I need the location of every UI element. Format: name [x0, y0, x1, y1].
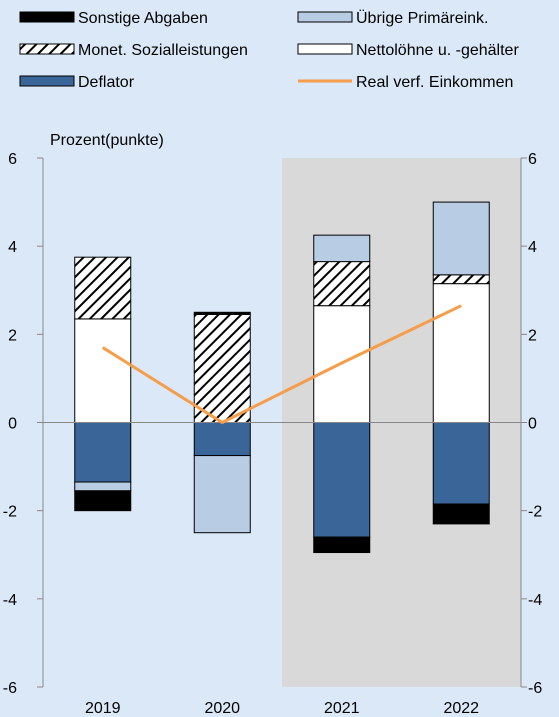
bar-sonstige_abgaben-2021 — [313, 536, 371, 554]
y-tick-label-left: -2 — [3, 504, 17, 521]
y-tick-label-left: 0 — [8, 416, 17, 433]
bar-uebrige_primaereink-2020 — [193, 455, 251, 534]
bar-monet_sozialleistungen-2019 — [74, 256, 132, 320]
legend-item-uebrige_primaereink: Übrige Primäreink. — [297, 9, 488, 27]
y-tick-label-left: -4 — [3, 592, 17, 609]
y-tick-label-right: -2 — [528, 504, 542, 521]
legend: Sonstige Abgaben Übrige Primäreink. Monet.… — [19, 9, 519, 91]
legend-label-uebrige_primaereink: Übrige Primäreink. — [356, 9, 488, 27]
series-line-real_verf_einkommen — [101, 304, 462, 425]
legend-swatch-monet_sozialleistungen — [19, 43, 75, 55]
bar-deflator-2021 — [313, 422, 371, 538]
legend-swatch-nettoloehne — [297, 43, 353, 55]
y-tick-label-left: -6 — [3, 680, 17, 697]
bar-nettoloehne-2019 — [74, 318, 132, 424]
legend-item-deflator: Deflator — [19, 74, 135, 91]
y-tick-label-right: 4 — [528, 239, 537, 256]
legend-label-monet_sozialleistungen: Monet. Sozialleistungen — [78, 42, 248, 59]
legend-swatch-sonstige_abgaben — [19, 11, 75, 23]
legend-swatch-uebrige_primaereink — [297, 11, 353, 23]
legend-item-sonstige_abgaben: Sonstige Abgaben — [19, 10, 208, 27]
bar-deflator-2022 — [432, 422, 490, 505]
bar-monet_sozialleistungen-2021 — [313, 261, 371, 307]
bar-deflator-2020 — [193, 422, 251, 457]
legend-label-sonstige_abgaben: Sonstige Abgaben — [78, 10, 208, 27]
y-tick-label-right: 2 — [528, 327, 537, 344]
x-tick-labels: 2019 2020 2021 2022 — [85, 700, 479, 717]
line-layer — [101, 304, 462, 425]
bar-uebrige_primaereink-2019 — [74, 481, 132, 492]
legend-label-deflator: Deflator — [78, 74, 135, 91]
bar-deflator-2019 — [74, 422, 132, 483]
legend-label-real_verf_einkommen: Real verf. Einkommen — [356, 74, 513, 91]
legend-item-nettoloehne: Nettolöhne u. -gehälter — [297, 42, 519, 59]
bar-nettoloehne-2022 — [432, 283, 490, 424]
bar-uebrige_primaereink-2021 — [313, 234, 371, 263]
x-tick-label-2019: 2019 — [85, 700, 121, 717]
x-tick-label-2022: 2022 — [443, 700, 479, 717]
y-tick-label-left: 2 — [8, 327, 17, 344]
x-tick-label-2021: 2021 — [324, 700, 360, 717]
y-tick-label-right: -6 — [528, 680, 542, 697]
legend-swatch-deflator — [19, 75, 75, 87]
y-tick-label-left: 6 — [8, 151, 17, 168]
y-tick-label-right: 0 — [528, 416, 537, 433]
bar-uebrige_primaereink-2022 — [432, 201, 490, 276]
y-tick-label-right: -4 — [528, 592, 542, 609]
y-tick-label-left: 4 — [8, 239, 17, 256]
y-tick-label-right: 6 — [528, 151, 537, 168]
legend-label-nettoloehne: Nettolöhne u. -gehälter — [356, 42, 519, 59]
bar-sonstige_abgaben-2019 — [74, 490, 132, 512]
bar-sonstige_abgaben-2022 — [432, 503, 490, 525]
axes: 6 6 4 4 2 2 0 0 -2 -2 -4 -4 -6 -6 — [3, 151, 543, 697]
x-tick-label-2020: 2020 — [204, 700, 240, 717]
y-axis-label: Prozent(punkte) — [50, 132, 164, 149]
legend-item-monet_sozialleistungen: Monet. Sozialleistungen — [19, 42, 248, 59]
legend-item-real_verf_einkommen: Real verf. Einkommen — [298, 74, 513, 91]
bar-sonstige_abgaben-2020 — [193, 311, 251, 315]
bar-monet_sozialleistungen-2020 — [193, 313, 251, 423]
bar-monet_sozialleistungen-2022 — [432, 274, 490, 285]
